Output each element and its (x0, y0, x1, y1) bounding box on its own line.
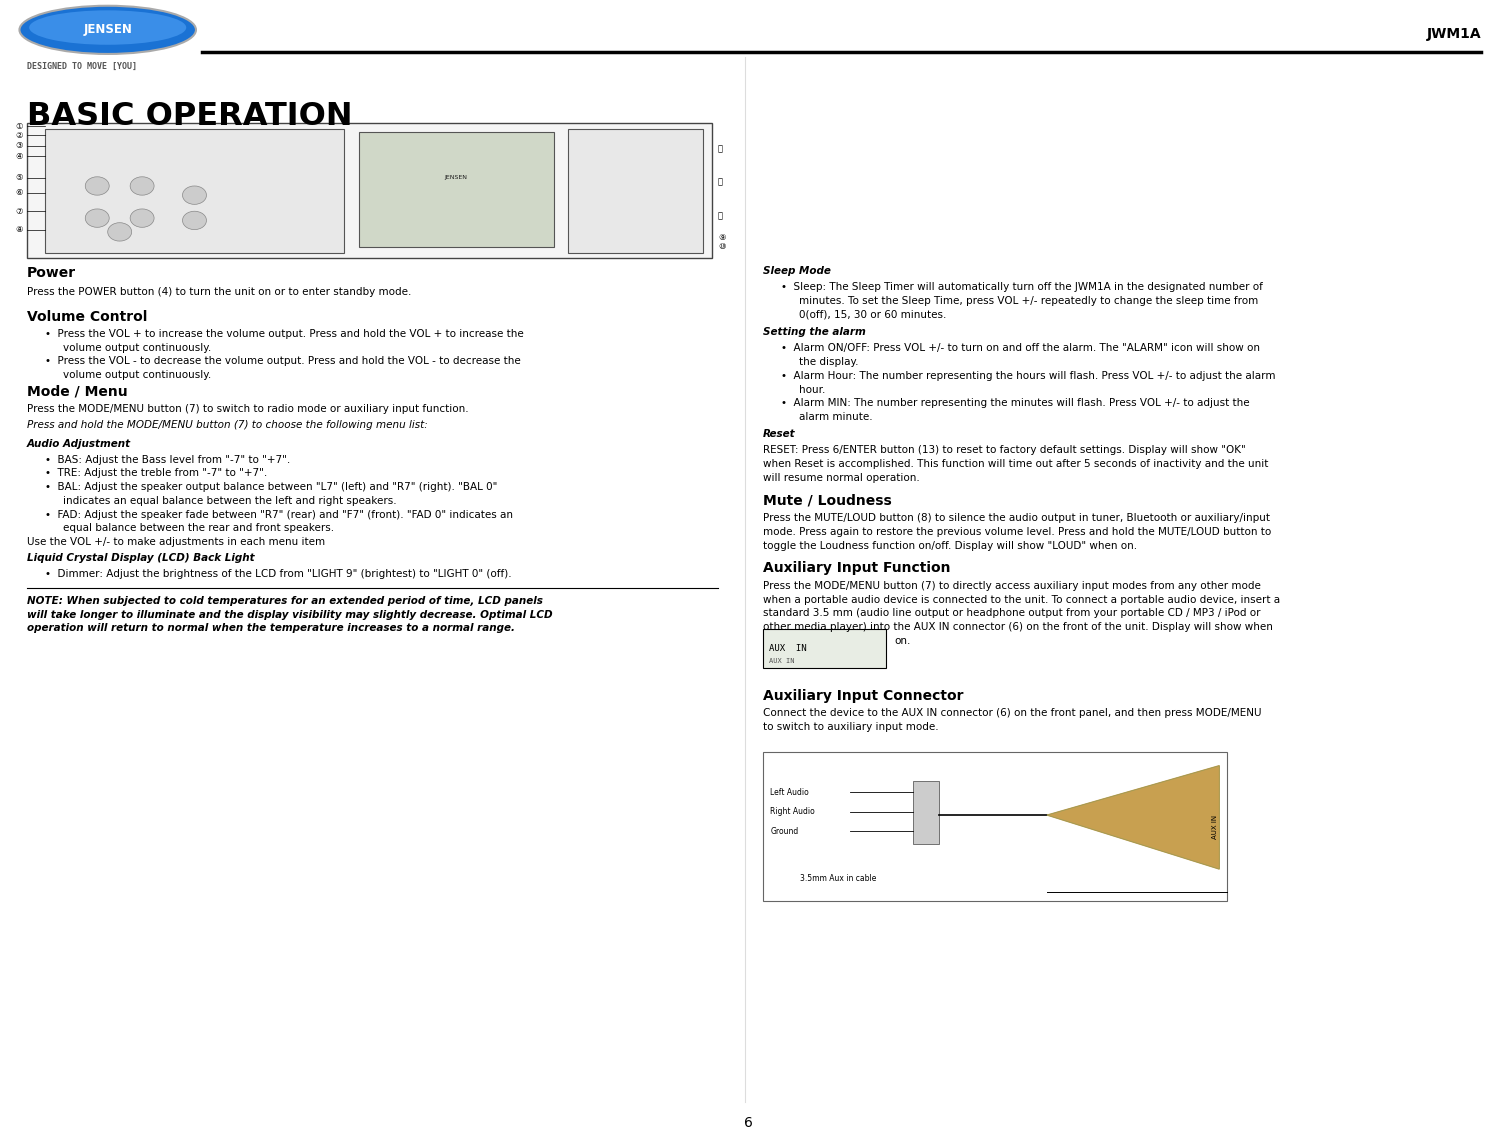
Text: will take longer to illuminate and the display visibility may slightly decrease.: will take longer to illuminate and the d… (27, 610, 552, 620)
Circle shape (183, 186, 206, 204)
Text: Left Audio: Left Audio (770, 788, 809, 797)
Text: •  FAD: Adjust the speaker fade between "R7" (rear) and "F7" (front). "FAD 0" in: • FAD: Adjust the speaker fade between "… (45, 510, 513, 520)
Text: operation will return to normal when the temperature increases to a normal range: operation will return to normal when the… (27, 623, 515, 634)
Text: the display.: the display. (799, 357, 859, 367)
Text: ⑨: ⑨ (718, 233, 726, 242)
Text: ⑤: ⑤ (15, 173, 24, 183)
Text: Press the MODE/MENU button (7) to directly access auxiliary input modes from any: Press the MODE/MENU button (7) to direct… (763, 581, 1261, 591)
Text: JWM1A: JWM1A (1426, 28, 1481, 41)
Text: standard 3.5 mm (audio line output or headphone output from your portable CD / M: standard 3.5 mm (audio line output or he… (763, 608, 1261, 619)
Text: Ground: Ground (770, 827, 799, 836)
Text: when Reset is accomplished. This function will time out after 5 seconds of inact: when Reset is accomplished. This functio… (763, 459, 1269, 470)
Text: Power: Power (27, 266, 76, 280)
Text: ②: ② (15, 131, 24, 140)
Text: •  Sleep: The Sleep Timer will automatically turn off the JWM1A in the designate: • Sleep: The Sleep Timer will automatica… (781, 282, 1263, 293)
Text: ①: ① (15, 122, 24, 131)
Text: Mute / Loudness: Mute / Loudness (763, 494, 892, 507)
Text: Right Audio: Right Audio (770, 807, 815, 816)
Text: •  BAS: Adjust the Bass level from "-7" to "+7".: • BAS: Adjust the Bass level from "-7" t… (45, 455, 290, 465)
Text: AUX IN: AUX IN (1212, 814, 1218, 839)
Text: JENSEN: JENSEN (84, 23, 132, 37)
Text: Liquid Crystal Display (LCD) Back Light: Liquid Crystal Display (LCD) Back Light (27, 553, 254, 564)
Text: Connect the device to the AUX IN connector (6) on the front panel, and then pres: Connect the device to the AUX IN connect… (763, 708, 1261, 719)
Text: Press and hold the MODE/MENU button (7) to choose the following menu list:: Press and hold the MODE/MENU button (7) … (27, 420, 428, 430)
Text: Volume Control: Volume Control (27, 310, 147, 324)
Text: Use the VOL +/- to make adjustments in each menu item: Use the VOL +/- to make adjustments in e… (27, 537, 325, 548)
Circle shape (183, 211, 206, 230)
Text: AUX  IN: AUX IN (769, 644, 806, 653)
Circle shape (85, 209, 109, 227)
Text: Reset: Reset (763, 429, 796, 440)
Text: ④: ④ (15, 152, 24, 161)
Text: 0(off), 15, 30 or 60 minutes.: 0(off), 15, 30 or 60 minutes. (799, 310, 947, 320)
Text: hour.: hour. (799, 385, 826, 395)
Text: when a portable audio device is connected to the unit. To connect a portable aud: when a portable audio device is connecte… (763, 595, 1281, 605)
Text: will resume normal operation.: will resume normal operation. (763, 473, 920, 483)
Text: volume output continuously.: volume output continuously. (63, 343, 211, 354)
Bar (45, 129, 344, 253)
Text: •  Press the VOL + to increase the volume output. Press and hold the VOL + to in: • Press the VOL + to increase the volume… (45, 329, 524, 340)
Text: ⑬: ⑬ (718, 211, 723, 220)
Text: equal balance between the rear and front speakers.: equal balance between the rear and front… (63, 523, 334, 534)
Text: NOTE: When subjected to cold temperatures for an extended period of time, LCD pa: NOTE: When subjected to cold temperature… (27, 596, 543, 606)
Bar (763, 752, 1227, 901)
Ellipse shape (28, 10, 186, 45)
Text: •  Alarm ON/OFF: Press VOL +/- to turn on and off the alarm. The "ALARM" icon wi: • Alarm ON/OFF: Press VOL +/- to turn on… (781, 343, 1260, 354)
Text: other media player) into the AUX IN connector (6) on the front of the unit. Disp: other media player) into the AUX IN conn… (763, 622, 1273, 633)
Text: BASIC OPERATION: BASIC OPERATION (27, 101, 353, 132)
Text: ⑩: ⑩ (718, 242, 726, 251)
Text: ⑧: ⑧ (15, 225, 24, 234)
Text: Auxiliary Input Function: Auxiliary Input Function (763, 561, 950, 575)
Text: 3.5mm Aux in cable: 3.5mm Aux in cable (800, 874, 877, 883)
Text: ⑥: ⑥ (15, 188, 24, 197)
Bar (27, 123, 712, 258)
Bar (359, 132, 554, 247)
Text: ③: ③ (15, 141, 24, 150)
Text: •  Alarm MIN: The number representing the minutes will flash. Press VOL +/- to a: • Alarm MIN: The number representing the… (781, 398, 1249, 409)
Circle shape (108, 223, 132, 241)
Text: •  TRE: Adjust the treble from "-7" to "+7".: • TRE: Adjust the treble from "-7" to "+… (45, 468, 268, 479)
Text: ⑦: ⑦ (15, 207, 24, 216)
Text: on.: on. (895, 636, 911, 646)
Bar (763, 629, 886, 668)
Text: •  Alarm Hour: The number representing the hours will flash. Press VOL +/- to ad: • Alarm Hour: The number representing th… (781, 371, 1276, 381)
Text: Press the MODE/MENU button (7) to switch to radio mode or auxiliary input functi: Press the MODE/MENU button (7) to switch… (27, 404, 468, 414)
Text: volume output continuously.: volume output continuously. (63, 370, 211, 380)
Text: Setting the alarm: Setting the alarm (763, 327, 866, 338)
Text: ⑫: ⑫ (718, 177, 723, 186)
Bar (568, 129, 703, 253)
Bar (913, 781, 939, 844)
Text: Auxiliary Input Connector: Auxiliary Input Connector (763, 689, 963, 703)
Text: JENSEN: JENSEN (444, 176, 468, 180)
Text: Audio Adjustment: Audio Adjustment (27, 439, 132, 449)
Text: DESIGNED TO MOVE [YOU]: DESIGNED TO MOVE [YOU] (27, 62, 138, 71)
Text: Press the POWER button (4) to turn the unit on or to enter standby mode.: Press the POWER button (4) to turn the u… (27, 287, 411, 297)
Text: •  Dimmer: Adjust the brightness of the LCD from "LIGHT 9" (brightest) to "LIGHT: • Dimmer: Adjust the brightness of the L… (45, 569, 512, 580)
Text: •  BAL: Adjust the speaker output balance between "L7" (left) and "R7" (right). : • BAL: Adjust the speaker output balance… (45, 482, 497, 492)
Text: minutes. To set the Sleep Time, press VOL +/- repeatedly to change the sleep tim: minutes. To set the Sleep Time, press VO… (799, 296, 1258, 307)
Text: •  Press the VOL - to decrease the volume output. Press and hold the VOL - to de: • Press the VOL - to decrease the volume… (45, 356, 521, 366)
Text: 6: 6 (744, 1116, 752, 1130)
Circle shape (85, 177, 109, 195)
Circle shape (130, 209, 154, 227)
Text: alarm minute.: alarm minute. (799, 412, 872, 422)
Text: to switch to auxiliary input mode.: to switch to auxiliary input mode. (763, 722, 938, 732)
Text: mode. Press again to restore the previous volume level. Press and hold the MUTE/: mode. Press again to restore the previou… (763, 527, 1272, 537)
Ellipse shape (19, 6, 196, 54)
Text: indicates an equal balance between the left and right speakers.: indicates an equal balance between the l… (63, 496, 396, 506)
Text: ⑪: ⑪ (718, 145, 723, 154)
Text: RESET: Press 6/ENTER button (13) to reset to factory default settings. Display w: RESET: Press 6/ENTER button (13) to rese… (763, 445, 1246, 456)
Text: AUX IN: AUX IN (769, 658, 794, 665)
Circle shape (130, 177, 154, 195)
Text: Press the MUTE/LOUD button (8) to silence the audio output in tuner, Bluetooth o: Press the MUTE/LOUD button (8) to silenc… (763, 513, 1270, 523)
Text: toggle the Loudness function on/off. Display will show "LOUD" when on.: toggle the Loudness function on/off. Dis… (763, 541, 1137, 551)
Text: Sleep Mode: Sleep Mode (763, 266, 830, 277)
Text: Mode / Menu: Mode / Menu (27, 385, 127, 398)
Polygon shape (1047, 766, 1219, 869)
